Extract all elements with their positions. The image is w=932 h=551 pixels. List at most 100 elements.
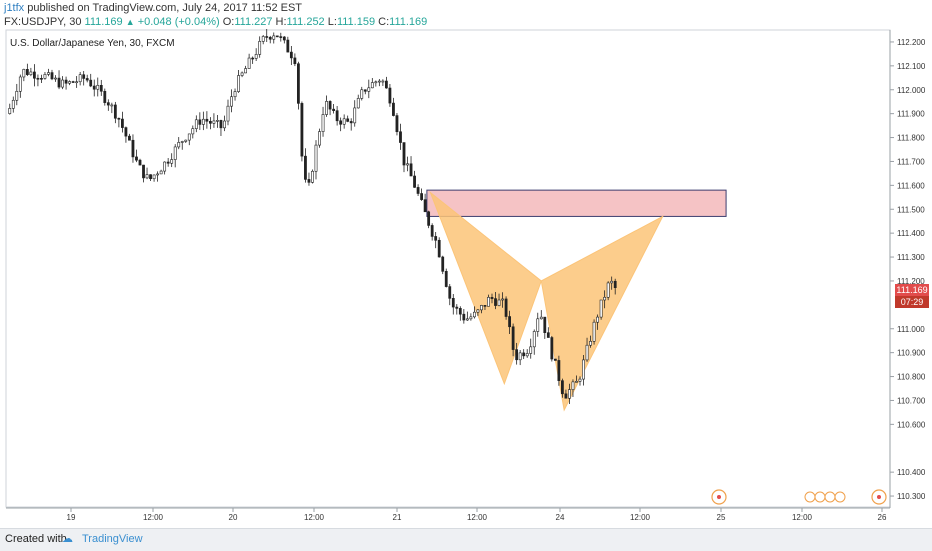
candle-body xyxy=(384,80,388,89)
candle-body xyxy=(392,102,395,116)
candle-body xyxy=(388,87,392,104)
close-value: 111.169 xyxy=(389,16,428,28)
x-tick-label: 12:00 xyxy=(143,513,164,522)
candle-body xyxy=(230,96,233,107)
candle-body xyxy=(226,105,230,122)
candle-body xyxy=(170,159,174,164)
candle-body xyxy=(286,39,290,53)
candle-body xyxy=(413,175,416,188)
candle-body xyxy=(275,35,279,38)
y-tick-label: 111.200 xyxy=(897,277,925,286)
candle-body xyxy=(557,360,561,381)
candle-body xyxy=(233,91,237,98)
candle-body xyxy=(304,155,307,180)
candle-body xyxy=(550,337,554,360)
candle-body xyxy=(187,133,191,141)
candle-body xyxy=(61,79,64,88)
candle-body xyxy=(216,120,219,122)
candle-body xyxy=(501,298,504,301)
candle-body xyxy=(349,121,353,124)
candle-body xyxy=(289,51,293,59)
candle-body xyxy=(223,120,226,129)
candle-body xyxy=(142,164,145,179)
candle-body xyxy=(212,120,216,124)
up-arrow-icon: ▲ xyxy=(125,17,135,27)
candle-body xyxy=(399,131,402,143)
y-tick-label: 112.100 xyxy=(897,62,926,71)
x-tick-label: 20 xyxy=(229,513,238,522)
candle-body xyxy=(25,69,29,75)
candle-body xyxy=(469,316,473,320)
candle-body xyxy=(325,101,328,115)
event-marker-dot xyxy=(717,495,721,499)
candle-body xyxy=(40,77,43,80)
candle-body xyxy=(536,318,540,332)
author-link[interactable]: j1tfx xyxy=(4,2,25,14)
y-tick-label: 110.900 xyxy=(897,349,926,358)
candle-body xyxy=(32,71,36,79)
candle-body xyxy=(85,78,89,81)
ohlc-line: FX:USDJPY, 30 111.169 ▲ +0.048 (+0.04%) … xyxy=(4,16,427,28)
y-tick-label: 110.400 xyxy=(897,468,926,477)
candle-body xyxy=(54,77,57,80)
close-label: C: xyxy=(378,16,390,28)
tradingview-link[interactable]: TradingView xyxy=(82,533,143,545)
candle-body xyxy=(515,349,519,361)
candle-body xyxy=(124,127,128,137)
candle-body xyxy=(448,286,452,299)
candle-body xyxy=(455,306,459,309)
low-value: 111.159 xyxy=(336,16,376,28)
high-value: 111.252 xyxy=(286,16,325,28)
candle-body xyxy=(117,117,121,120)
candle-body xyxy=(353,107,357,124)
candle-body xyxy=(553,358,557,361)
zone-rect xyxy=(426,189,727,217)
candle-body xyxy=(152,174,156,180)
candle-body xyxy=(15,90,19,101)
candle-body xyxy=(22,69,26,78)
candle-body xyxy=(311,170,314,183)
candle-body xyxy=(480,305,483,311)
event-markers[interactable] xyxy=(711,489,887,505)
candle-body xyxy=(571,381,575,390)
candle-body xyxy=(163,161,167,172)
candle-body xyxy=(106,102,110,106)
event-marker-dot xyxy=(877,495,881,499)
candle-body xyxy=(483,305,487,307)
y-tick-label: 110.600 xyxy=(897,420,926,429)
y-tick-label: 111.400 xyxy=(897,229,925,238)
candle-body xyxy=(50,72,54,80)
candle-body xyxy=(99,85,103,92)
y-axis-ticks: 112.200 112.100 112.000 111.900 111.800 111.7… xyxy=(890,38,926,501)
candle-body xyxy=(518,352,522,361)
candle-body xyxy=(121,118,124,128)
candle-body xyxy=(599,299,603,318)
event-cluster-icon xyxy=(824,491,836,503)
candle-body xyxy=(539,316,543,320)
candle-body xyxy=(293,57,297,65)
candle-body xyxy=(219,120,223,129)
candle-body xyxy=(472,311,476,318)
candle-body xyxy=(198,119,202,125)
candle-body xyxy=(78,74,82,83)
candle-body xyxy=(420,193,424,200)
candle-body xyxy=(441,256,445,272)
candle-body xyxy=(247,57,251,69)
candle-body xyxy=(508,316,512,328)
candle-body xyxy=(560,380,564,395)
candle-body xyxy=(43,74,47,79)
countdown-tag: 07:29 xyxy=(895,296,929,308)
candle-body xyxy=(423,199,427,213)
candle-body xyxy=(180,141,184,143)
candle-body xyxy=(18,76,22,92)
candle-body xyxy=(279,36,283,38)
candle-body xyxy=(64,79,68,84)
candle-body xyxy=(244,68,248,74)
chart-title: U.S. Dollar/Japanese Yen, 30, FXCM xyxy=(10,38,175,49)
candle-body xyxy=(346,118,350,122)
tradingview-logo-icon[interactable]: ☁ xyxy=(62,533,73,545)
candle-body xyxy=(402,142,406,166)
candle-body xyxy=(356,98,360,109)
candle-body xyxy=(268,36,272,40)
